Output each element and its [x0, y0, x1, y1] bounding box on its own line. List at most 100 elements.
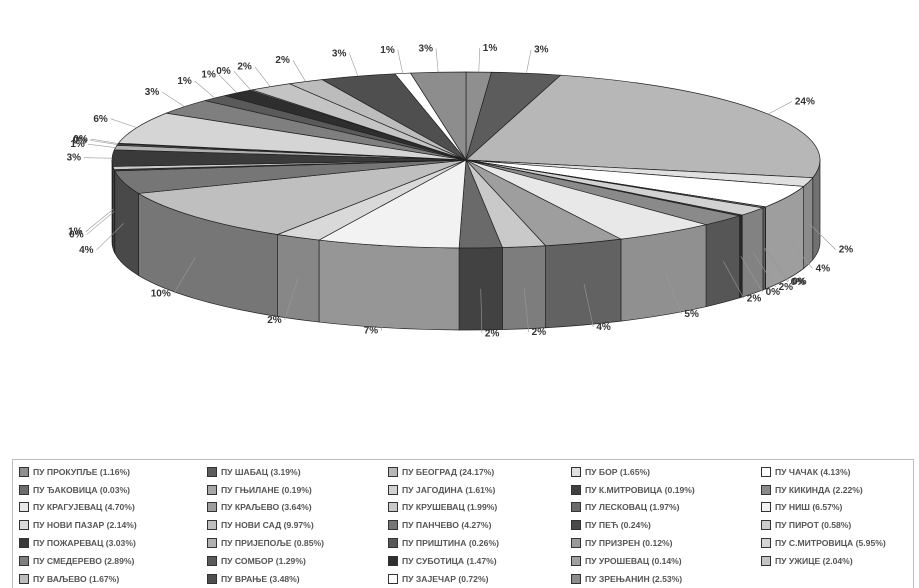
pie-label-10: 2% — [747, 293, 762, 304]
pie-leader-23 — [89, 140, 118, 145]
pie-side-11 — [620, 224, 707, 322]
pie-label-1: 1% — [483, 43, 498, 54]
legend-label: ПУ К.МИТРОВИЦА (0.19%) — [585, 484, 695, 495]
legend-item: ПУ УЖИЦЕ (2.04%) — [761, 552, 913, 570]
legend-item: ПУ БЕОГРАД (24.17%) — [388, 463, 571, 481]
pie-label-34: 3% — [419, 43, 434, 54]
legend-swatch — [761, 538, 771, 549]
legend-label: ПУ ПРИЗРЕН (0.12%) — [585, 538, 673, 549]
legend-label: ПУ ЂАКОВИЦА (0.03%) — [33, 484, 130, 495]
legend-label: ПУ УРОШЕВАЦ (0.14%) — [585, 555, 682, 566]
pie-leader-11 — [665, 273, 682, 315]
pie-chart: 1% 3%24%2%4%0%0%2%0%2%5%4%2%2%7%2%10%4%0%… — [67, 43, 854, 339]
legend-item: ПУ ЛЕСКОВАЦ (1.97%) — [571, 499, 761, 517]
pie-leader-12 — [583, 283, 594, 328]
legend-item: ПУ НИШ (6.57%) — [761, 499, 913, 517]
legend-item: ПУ С.МИТРОВИЦА (5.95%) — [761, 534, 913, 552]
legend-item: ПУ ПИРОТ (0.58%) — [761, 516, 913, 534]
pie-side-16 — [277, 234, 320, 323]
pie-leader-15 — [380, 286, 388, 331]
pie-leader-10 — [723, 261, 745, 299]
pie-label-17: 10% — [151, 289, 171, 300]
legend-swatch — [761, 484, 771, 495]
legend-label: ПУ КРАГУЈЕВАЦ (4.70%) — [33, 502, 135, 513]
legend-swatch — [19, 538, 29, 549]
pie-slice-34 — [409, 71, 467, 162]
pie-leader-18 — [96, 223, 124, 251]
pie-percent-labels: 1% 3%24%2%4%0%0%2%0%2%5%4%2%2%7%2%10%4%0%… — [67, 43, 854, 339]
legend-label: ПУ СОМБОР (1.29%) — [221, 555, 306, 566]
legend-swatch — [207, 502, 217, 513]
legend-item: ПУ ЧАЧАК (4.13%) — [761, 463, 913, 481]
legend-item: ПУ КРАГУЈЕВАЦ (4.70%) — [19, 499, 207, 517]
legend-label: ПУ ПРИЈЕПОЉЕ (0.85%) — [221, 538, 324, 549]
pie-leader-34 — [435, 48, 439, 73]
legend-item: ПУ ВАЉЕВО (1.67%) — [19, 570, 207, 588]
legend-swatch — [19, 502, 29, 513]
pie-label-20: 1% — [68, 227, 83, 238]
legend-label: ПУ ЗРЕЊАНИН (2.53%) — [585, 573, 683, 584]
legend-swatch — [571, 520, 581, 531]
legend-swatch — [761, 502, 771, 513]
legend-label: ПУ КИКИНДА (2.22%) — [775, 484, 863, 495]
legend-swatch — [388, 484, 398, 495]
pie-leader-lines — [84, 48, 836, 334]
pie-label-24: 0% — [73, 134, 88, 145]
pie-leader-1 — [478, 48, 481, 73]
pie-side-12 — [545, 238, 622, 329]
pie-label-3: 24% — [795, 97, 815, 108]
legend-label: ПУ ПАНЧЕВО (4.27%) — [402, 520, 492, 531]
pie-label-33: 1% — [380, 45, 395, 56]
pie-side-14 — [458, 247, 503, 331]
legend-label: ПУ УЖИЦЕ (2.04%) — [775, 555, 853, 566]
pie-leader-22 — [87, 143, 116, 148]
pie-leader-30 — [254, 66, 271, 87]
legend-item: ПУ ВРАЊЕ (3.48%) — [207, 570, 388, 588]
pie-side-walls — [111, 159, 821, 331]
legend-item: ПУ ЗАЈЕЧАР (0.72%) — [388, 570, 571, 588]
legend-label: ПУ КРАЉЕВО (3.64%) — [221, 502, 312, 513]
legend-swatch — [19, 520, 29, 531]
pie-leader-16 — [284, 278, 299, 321]
pie-label-11: 5% — [684, 309, 699, 320]
legend-label: ПУ ПЕЋ (0.24%) — [585, 520, 651, 531]
pie-leader-28 — [218, 74, 238, 94]
legend-swatch — [388, 538, 398, 549]
legend-item: ПУ СУБОТИЦА (1.47%) — [388, 552, 571, 570]
legend-swatch — [19, 466, 29, 477]
legend-item: ПУ НОВИ ПАЗАР (2.14%) — [19, 516, 207, 534]
pie-leader-8 — [752, 252, 776, 288]
legend-item: ПУ ШАБАЦ (3.19%) — [207, 463, 388, 481]
pie-label-26: 3% — [145, 87, 160, 98]
pie-label-7: 0% — [791, 277, 806, 288]
legend-label: ПУ ЈАГОДИНА (1.61%) — [402, 484, 496, 495]
pie-label-15: 7% — [364, 326, 379, 337]
pie-side-10 — [705, 215, 740, 308]
pie-leader-25 — [110, 118, 137, 128]
pie-label-5: 4% — [816, 264, 831, 275]
pie-label-25: 6% — [93, 114, 108, 125]
legend-item: ПУ ПРИЗРЕН (0.12%) — [571, 534, 761, 552]
legend-label: ПУ С.МИТРОВИЦА (5.95%) — [775, 538, 886, 549]
legend-swatch — [388, 466, 398, 477]
pie-label-32: 3% — [332, 48, 347, 59]
pie-label-4: 2% — [839, 245, 854, 256]
legend-swatch — [761, 520, 771, 531]
legend-item: ПУ КРУШЕВАЦ (1.99%) — [388, 499, 571, 517]
pie-leader-32 — [349, 53, 359, 77]
legend-swatch — [19, 573, 29, 584]
pie-leader-24 — [90, 138, 119, 144]
legend-item: ПУ СОМБОР (1.29%) — [207, 552, 388, 570]
legend-swatch — [207, 538, 217, 549]
legend-item: ПУ ЗРЕЊАНИН (2.53%) — [571, 570, 761, 588]
pie-side-21 — [111, 159, 114, 249]
legend-swatch — [388, 502, 398, 513]
legend-swatch — [388, 520, 398, 531]
pie-slice-15 — [317, 159, 467, 249]
legend-item: ПУ ГЊИЛАНЕ (0.19%) — [207, 481, 388, 499]
legend-label: ПУ ГЊИЛАНЕ (0.19%) — [221, 484, 312, 495]
legend-item: ПУ СМЕДЕРЕВО (2.89%) — [19, 552, 207, 570]
legend-item: ПУ ПРИЈЕПОЉЕ (0.85%) — [207, 534, 388, 552]
legend-item: ПУ ПРОКУПЉЕ (1.16%) — [19, 463, 207, 481]
legend-item: ПУ НОВИ САД (9.97%) — [207, 516, 388, 534]
